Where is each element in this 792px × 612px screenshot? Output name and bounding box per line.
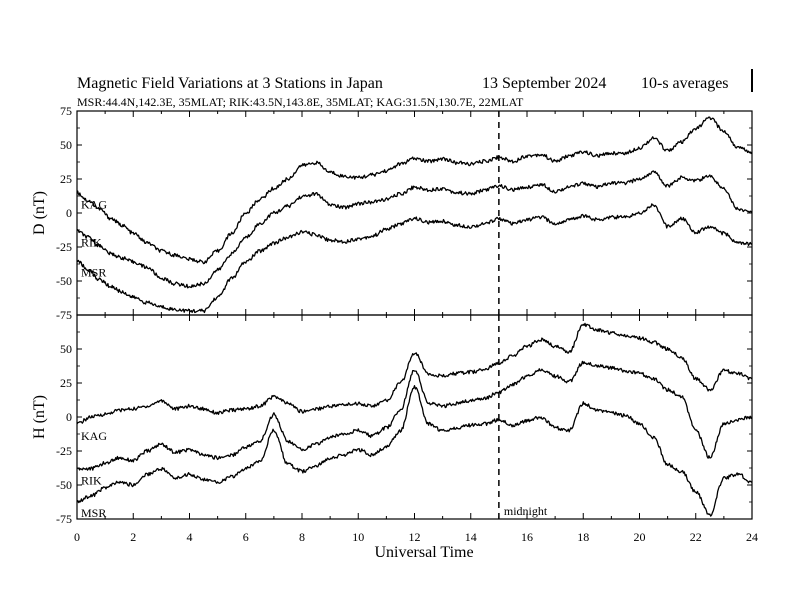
x-tick-label: 2: [130, 530, 136, 544]
y-tick-label-D: 0: [66, 206, 72, 220]
panel-frame-H: [76, 314, 753, 520]
x-tick-label: 10: [352, 530, 364, 544]
y-tick-label-H: 50: [60, 342, 72, 356]
series-label-D-KAG: KAG: [81, 198, 107, 212]
chart-title: Magnetic Field Variations at 3 Stations …: [77, 75, 383, 92]
x-tick-label: 8: [299, 530, 305, 544]
x-tick-label: 4: [187, 530, 193, 544]
x-tick-label: 0: [74, 530, 80, 544]
x-tick-label: 18: [577, 530, 589, 544]
x-tick-label: 20: [634, 530, 646, 544]
y-axis-title-D: D (nT): [31, 191, 48, 235]
stations-coordinates: MSR:44.4N,142.3E, 35MLAT; RIK:43.5N,143.…: [77, 95, 524, 109]
y-axis-title-H: H (nT): [31, 395, 48, 439]
midnight-label: midnight: [504, 504, 548, 518]
x-tick-label: 16: [521, 530, 533, 544]
series-line-D-KAG: [76, 116, 753, 265]
chart-averaging: 10-s averages: [641, 75, 729, 92]
y-tick-label-D: 25: [60, 172, 72, 186]
x-tick-label: 12: [409, 530, 421, 544]
panel-D: -75 -50 -25 0 25 50 75 D (nT) KAG RIK MSR: [31, 104, 753, 322]
series-label-D-MSR: MSR: [81, 266, 106, 280]
series-line-D-RIK: [76, 170, 753, 289]
panel-frame-D: [76, 110, 753, 316]
y-tick-label-H: 25: [60, 376, 72, 390]
series-line-D-MSR: [76, 203, 753, 314]
series-label-H-RIK: RIK: [81, 474, 102, 488]
y-tick-label-H: -75: [56, 512, 72, 526]
y-tick-label-H: -50: [56, 478, 72, 492]
y-tick-label-D: -75: [56, 308, 72, 322]
y-tick-label-D: 50: [60, 138, 72, 152]
panel-H: -75 -50 -25 0 25 50 H (nT) KAG RIK MSR: [31, 314, 753, 526]
series-label-H-MSR: MSR: [81, 506, 106, 520]
y-tick-label-H: -25: [56, 444, 72, 458]
x-tick-label: 22: [690, 530, 702, 544]
series-line-H-RIK: [76, 360, 753, 471]
x-axis-title: Universal Time: [374, 544, 473, 561]
series-label-H-KAG: KAG: [81, 429, 107, 443]
series-label-D-RIK: RIK: [81, 236, 102, 250]
y-tick-label-D: -50: [56, 274, 72, 288]
chart-date: 13 September 2024: [482, 75, 606, 92]
x-tick-label: 6: [243, 530, 249, 544]
x-tick-label: 24: [746, 530, 758, 544]
y-tick-label-D: 75: [60, 104, 72, 118]
y-tick-label-D: -25: [56, 240, 72, 254]
plot-layer: -75 -50 -25 0 25 50 75 D (nT) KAG RIK MSR -75 -50 -25…: [31, 104, 758, 544]
y-tick-label-H: 0: [66, 410, 72, 424]
x-tick-label: 14: [465, 530, 477, 544]
series-line-H-KAG: [76, 322, 753, 425]
series-line-H-MSR: [76, 385, 753, 517]
